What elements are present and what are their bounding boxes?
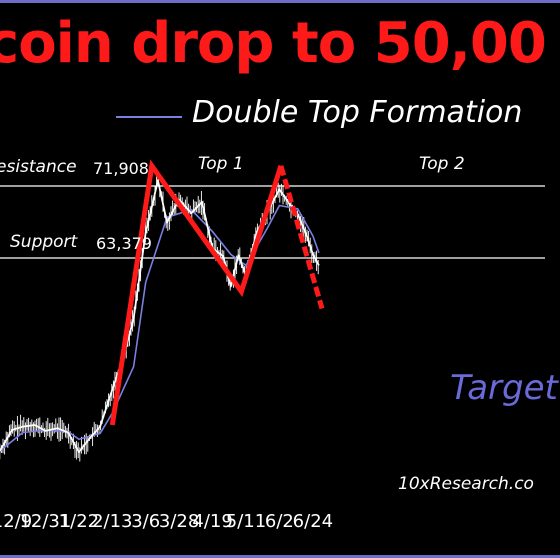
target-projection xyxy=(278,165,325,310)
x-tick-label: 12/31 xyxy=(19,511,72,532)
x-tick-label: 6/24 xyxy=(292,511,334,532)
support-label: Support xyxy=(10,232,78,252)
top-border xyxy=(0,0,560,3)
x-tick-label: 3/6 xyxy=(131,511,161,532)
bottom-border xyxy=(0,555,560,558)
price-wicks xyxy=(0,172,319,462)
double-top-pattern xyxy=(109,159,284,426)
x-tick-label: 1/22 xyxy=(58,511,100,532)
top2-label: Top 2 xyxy=(419,154,465,174)
legend-swatch xyxy=(116,116,182,118)
resistance-value: 71,908 xyxy=(93,159,149,178)
top1-label: Top 1 xyxy=(198,154,244,174)
source-credit: 10xResearch.co xyxy=(398,474,534,494)
x-tick-label: 5/11 xyxy=(225,511,267,532)
price-line xyxy=(0,179,320,453)
x-tick-label: 2/13 xyxy=(92,511,133,532)
chart-title: coin drop to 50,00 xyxy=(0,11,547,76)
x-tick-label: 6/2 xyxy=(264,511,294,532)
x-tick-label: 3/28 xyxy=(158,511,200,532)
x-tick-label: 4/19 xyxy=(192,511,233,532)
support-value: 63,379 xyxy=(96,234,152,253)
x-tick-label: 12/9 xyxy=(0,511,33,532)
resistance-label: esistance xyxy=(0,157,77,177)
legend-label: Double Top Formation xyxy=(192,95,523,130)
target-label: Target xyxy=(450,368,558,408)
